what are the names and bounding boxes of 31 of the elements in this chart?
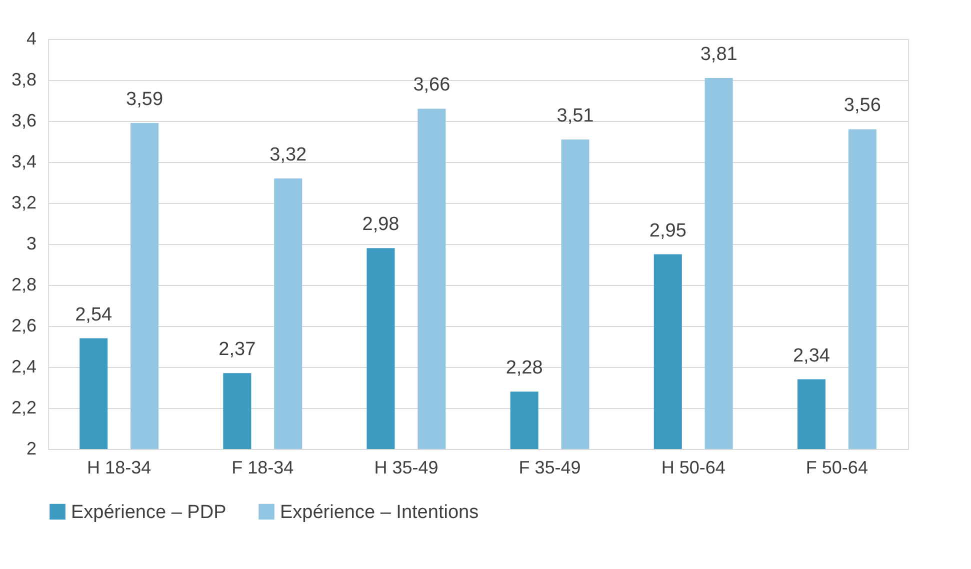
data-label: 2,37	[218, 339, 256, 360]
y-tick-label: 3,6	[11, 110, 36, 130]
data-label: 2,34	[792, 345, 830, 366]
y-tick-label: 3,8	[11, 70, 36, 90]
data-label: 3,56	[844, 95, 881, 116]
legend-label: Expérience – Intentions	[280, 502, 479, 523]
y-tick-label: 2	[26, 438, 36, 458]
x-tick-label: H 50-64	[661, 458, 726, 478]
x-tick-label: F 35-49	[518, 458, 581, 478]
data-label: 3,81	[700, 44, 738, 65]
x-tick-label: F 18-34	[232, 458, 294, 478]
data-label: 3,59	[126, 89, 164, 110]
data-label: 2,54	[75, 304, 113, 326]
data-label: 2,28	[506, 358, 543, 379]
y-tick-label: 3,2	[11, 192, 36, 212]
y-tick-label: 2,8	[11, 274, 36, 294]
y-tick-label: 3,4	[11, 152, 36, 172]
data-label: 2,95	[649, 220, 686, 242]
y-tick-label: 3	[26, 234, 36, 254]
x-tick-label: H 18-34	[87, 458, 152, 478]
y-tick-label: 2,4	[11, 356, 36, 376]
x-tick-label: F 50-64	[806, 458, 868, 478]
y-tick-label: 2,6	[11, 316, 36, 336]
y-tick-label: 2,2	[11, 398, 36, 418]
data-label: 2,98	[362, 214, 400, 236]
data-label: 3,51	[556, 105, 594, 126]
data-label: 3,32	[270, 144, 307, 166]
legend-label: Expérience – PDP	[71, 502, 226, 523]
y-tick-label: 4	[26, 28, 36, 48]
x-tick-label: H 35-49	[374, 458, 438, 478]
data-label: 3,66	[413, 74, 450, 96]
